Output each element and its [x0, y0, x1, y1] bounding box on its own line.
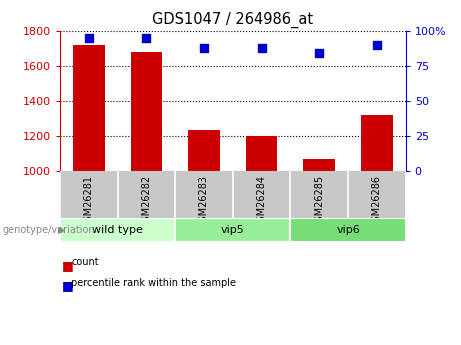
- Point: [315, 51, 323, 56]
- Text: GSM26285: GSM26285: [314, 175, 324, 228]
- Bar: [303, 159, 335, 171]
- Text: GSM26281: GSM26281: [84, 175, 94, 228]
- Text: GSM26284: GSM26284: [257, 175, 266, 228]
- Point: [200, 45, 207, 51]
- Text: GSM26282: GSM26282: [142, 175, 151, 228]
- Text: ■: ■: [62, 259, 74, 272]
- Text: GSM26286: GSM26286: [372, 175, 382, 228]
- Text: vip5: vip5: [221, 225, 245, 235]
- Text: ■: ■: [62, 279, 74, 293]
- Text: count: count: [71, 257, 99, 267]
- Bar: [73, 45, 105, 171]
- Point: [85, 35, 92, 41]
- Bar: [175, 218, 290, 241]
- Text: percentile rank within the sample: percentile rank within the sample: [71, 278, 236, 288]
- Point: [258, 45, 266, 51]
- Text: wild type: wild type: [92, 225, 143, 235]
- Title: GDS1047 / 264986_at: GDS1047 / 264986_at: [152, 12, 313, 28]
- Bar: [361, 115, 393, 171]
- Point: [142, 35, 150, 41]
- Bar: [60, 218, 175, 241]
- Bar: [290, 218, 406, 241]
- Text: vip6: vip6: [336, 225, 360, 235]
- Text: ▶: ▶: [58, 225, 65, 235]
- Point: [373, 42, 381, 48]
- Bar: [246, 136, 278, 171]
- Text: genotype/variation: genotype/variation: [2, 225, 95, 235]
- Text: GSM26283: GSM26283: [199, 175, 209, 228]
- Bar: [130, 52, 162, 171]
- Bar: [188, 130, 220, 171]
